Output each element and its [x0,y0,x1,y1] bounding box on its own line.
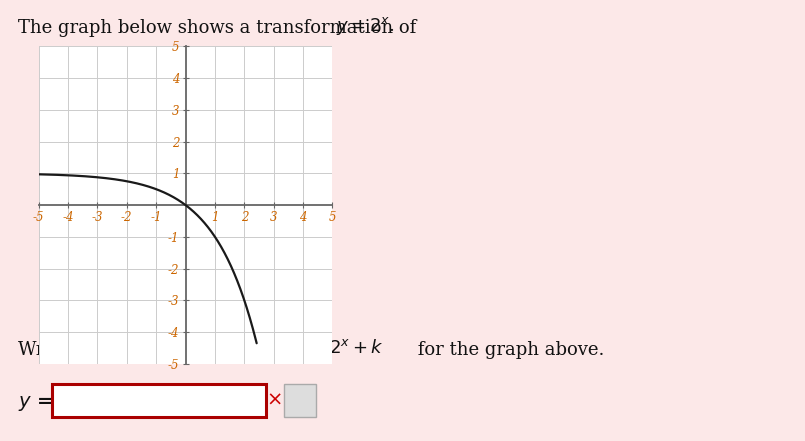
Text: $1 - 2.2^x$: $1 - 2.2^x$ [58,390,136,410]
Text: $\times$: $\times$ [266,391,282,409]
FancyBboxPatch shape [52,384,266,417]
Text: $y = 2^x$.: $y = 2^x$. [336,15,394,37]
Text: $y = A \cdot 2^x + k$: $y = A \cdot 2^x + k$ [271,337,384,359]
Text: The graph below shows a transformation of: The graph below shows a transformation o… [18,19,422,37]
FancyBboxPatch shape [284,384,316,417]
Text: for the graph above.: for the graph above. [412,341,605,359]
Text: ⌕: ⌕ [313,343,323,358]
Text: Write an equation of the form: Write an equation of the form [18,341,295,359]
Text: $y$ =: $y$ = [18,394,53,413]
Text: $\sigma^{\!\epsilon}$: $\sigma^{\!\epsilon}$ [291,391,309,409]
